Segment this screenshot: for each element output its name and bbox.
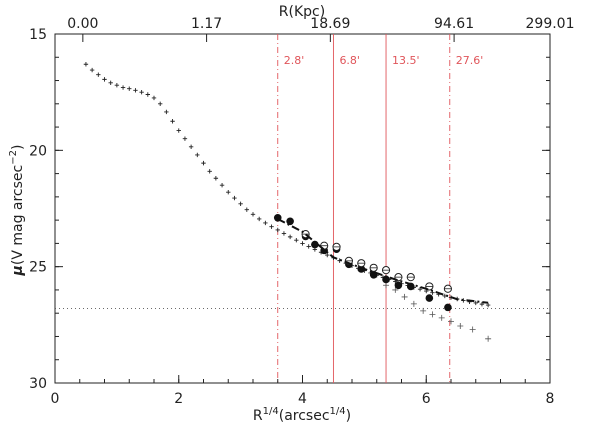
x-axis-title-sup2: 1/4 [330,406,346,417]
x-axis-title: R1/4(arcsec1/4) [253,406,351,424]
y-tick-label-0: 15 [29,27,47,43]
profile-point [120,85,126,90]
filled-circle-point [286,217,294,226]
filled-circle-point [444,303,452,312]
profile-point [151,95,157,101]
profile-point [96,72,101,77]
filled-circle-point [425,294,434,302]
profile-point [306,244,311,249]
y-axis-title-sup: −2 [8,150,19,165]
raw-point [429,311,436,318]
fit-line [277,218,489,304]
profile-point [102,77,107,82]
radius-marker-label-3: 13.5' [392,54,420,67]
profile-point [195,152,200,158]
profile-point [201,160,206,166]
axes-layer: 0 2 4 6 8 0.00 1.17 18.69 94.61 299.01 15 20 25 30 [29,16,574,407]
top-axis-title: R(Kpc) [279,4,325,20]
radius-marker-label-2: 6.8' [339,54,360,67]
x-axis-title-paren: (arcsec [279,408,330,424]
raw-point [383,282,390,289]
profile-point [213,176,219,181]
profile-point [145,92,151,97]
profile-point [157,101,163,106]
raw-point [438,314,445,321]
filled-circle-point [311,240,319,249]
profile-point [325,252,330,258]
raw-point [420,307,427,314]
profile-point [294,237,299,243]
profile-point [108,80,113,86]
profile-point [473,300,478,306]
plot-border [54,33,551,384]
x-tick-label-2: 4 [298,391,307,407]
profile-point [479,301,485,307]
profile-point [164,109,169,115]
profile-point [300,241,305,246]
radius-marker-label-4: 27.6' [456,54,484,67]
x-axis-title-sup1: 1/4 [263,406,279,417]
profile-point [219,183,225,188]
profile-point [275,227,280,233]
x-tick-label-3: 6 [422,391,431,407]
profile-point [263,220,268,226]
top-tick-label-0: 0.00 [67,16,98,32]
profile-point [188,144,194,150]
profile-point [114,82,120,88]
plot-frame [54,33,551,384]
x-axis-title-main: R [253,408,263,424]
series-layer [83,62,492,342]
y-axis-title-symbol: μ [10,265,26,276]
raw-point [485,335,492,342]
y-axis-title-main: (V mag arcsec [10,165,26,265]
y-axis-title-close: ) [10,145,26,150]
y-tick-label-3: 30 [29,376,47,392]
profile-point [182,136,188,141]
x-axis-title-close: ) [346,408,351,424]
y-tick-label-2: 25 [29,260,47,276]
x-tick-label-1: 2 [174,391,183,407]
y-axis-title: μ(V mag arcsec−2) [8,145,26,277]
reference-lines: 2.8' 6.8' 13.5' 27.6' [55,34,550,383]
profile-point [287,234,293,240]
profile-point [139,89,144,95]
raw-point [410,300,417,307]
profile-point [232,195,237,201]
profile-point [170,119,175,124]
radius-marker-label-1: 2.8' [284,54,305,67]
x-tick-label-0: 0 [51,391,60,407]
profile-point [176,128,181,133]
profile-point [256,216,262,222]
profile-point [417,287,423,292]
profile-point [485,302,491,308]
raw-point [457,322,464,329]
profile-point [127,86,132,91]
raw-point [401,293,408,300]
profile-point [269,224,274,229]
profile-point [250,212,256,217]
profile-point [238,201,243,207]
profile-point [89,67,95,73]
x-tick-label-4: 8 [546,391,555,407]
raw-point [392,286,399,293]
y-tick-label-1: 20 [29,143,47,159]
profile-point [281,231,287,236]
profile-point [226,190,231,195]
top-tick-label-3: 94.61 [434,16,474,32]
filled-circle-point [382,275,390,284]
top-tick-label-1: 1.17 [191,16,222,32]
filled-circle-point [357,265,366,273]
top-tick-label-2: 18.69 [310,16,350,32]
profile-point [244,207,250,212]
raw-point [469,326,476,333]
raw-point [448,318,454,325]
top-tick-label-4: 299.01 [526,16,575,32]
filled-circle-point [394,281,403,290]
profile-point [133,88,138,93]
profile-point [207,169,212,174]
profile-point [83,62,89,67]
